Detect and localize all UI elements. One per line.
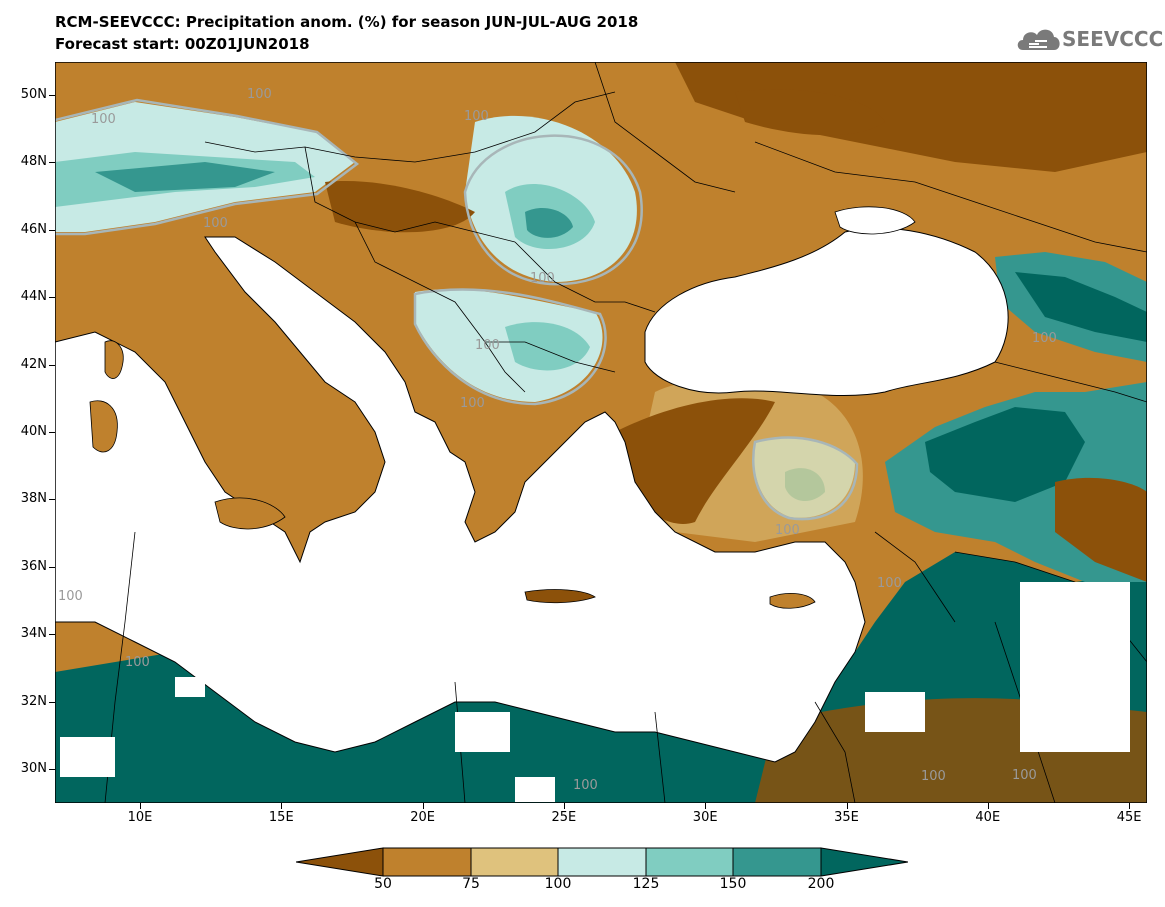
contour-label: 100 <box>475 338 500 353</box>
contour-label: 100 <box>573 778 598 793</box>
lon-tick-mark <box>140 803 141 809</box>
lat-tick-label: 50N <box>20 87 47 102</box>
contour-label: 100 <box>921 769 946 784</box>
lon-tick-label: 40E <box>975 810 1001 825</box>
contour-label: 100 <box>247 87 272 102</box>
contour-label: 100 <box>775 523 800 538</box>
lon-tick-mark <box>987 803 989 809</box>
logo-text: SEEVCCC <box>1062 27 1164 51</box>
lat-tick-label: 30N <box>20 761 47 776</box>
map-title: RCM-SEEVCCC: Precipitation anom. (%) for… <box>55 13 639 31</box>
lon-tick-mark <box>281 803 283 809</box>
lat-tick-mark <box>49 566 55 568</box>
lat-tick-mark <box>49 229 55 231</box>
lat-tick-mark <box>49 701 55 703</box>
lat-tick-label: 46N <box>20 221 47 237</box>
lat-tick-mark <box>49 297 55 299</box>
lat-tick-mark <box>49 634 55 636</box>
lon-tick-mark <box>846 803 848 809</box>
lon-tick-mark <box>705 803 707 809</box>
lon-tick-label: 30E <box>692 810 718 825</box>
contour-label: 100 <box>203 216 228 231</box>
lon-tick-label: 25E <box>551 810 577 825</box>
lon-tick-label: 35E <box>834 810 859 825</box>
lat-tick-mark <box>49 95 55 96</box>
legend-swatch-150-200 <box>732 847 822 877</box>
lat-tick-label: 42N <box>20 356 47 372</box>
legend-label: 100 <box>544 876 572 892</box>
contour-label: 100 <box>1012 768 1037 783</box>
contour-label: 100 <box>460 396 485 411</box>
lon-tick-label: 20E <box>410 810 435 825</box>
lat-tick-label: 38N <box>20 491 47 507</box>
lat-tick-label: 32N <box>20 693 47 709</box>
lat-tick-label: 36N <box>20 558 47 574</box>
legend-swatch-100-125 <box>557 847 647 877</box>
cloud-logo-icon <box>1017 29 1060 50</box>
legend-label: 50 <box>374 876 392 892</box>
legend-swatch-lt50 <box>296 847 384 877</box>
lat-tick-mark <box>49 432 55 433</box>
legend-label: 125 <box>632 876 660 892</box>
lat-tick-label: 44N <box>20 289 47 305</box>
contour-label: 100 <box>877 576 902 591</box>
lon-tick-label: 45E <box>1116 810 1142 825</box>
contour-label: 100 <box>58 589 83 604</box>
lon-tick-mark <box>563 803 565 809</box>
legend-swatch-50-75 <box>382 847 472 877</box>
legend-label: 200 <box>807 876 835 892</box>
lon-tick-label: 15E <box>268 810 294 825</box>
lat-tick-mark <box>49 364 55 366</box>
lat-tick-mark <box>49 162 55 164</box>
lat-tick-mark <box>49 499 55 501</box>
precipitation-anomaly-map: 100 100 100 100 100 100 100 100 100 100 … <box>55 62 1147 803</box>
legend-label: 150 <box>719 876 747 892</box>
legend-swatch-75-100 <box>470 847 559 877</box>
lon-tick-mark <box>422 803 424 809</box>
colorbar-legend <box>296 847 908 877</box>
lon-tick-mark <box>1129 803 1131 809</box>
contour-label: 100 <box>530 271 555 286</box>
contour-label: 100 <box>1032 331 1057 346</box>
lat-tick-label: 48N <box>20 154 47 170</box>
legend-swatch-gt200 <box>820 847 908 877</box>
legend-label: 75 <box>462 876 480 892</box>
map-subtitle: Forecast start: 00Z01JUN2018 <box>55 35 310 53</box>
lat-tick-mark <box>49 769 55 770</box>
lon-tick-label: 10E <box>127 810 153 825</box>
contour-label: 100 <box>464 109 489 124</box>
contour-label: 100 <box>91 112 116 127</box>
contour-label: 100 <box>125 655 150 670</box>
lat-tick-label: 40N <box>20 424 47 439</box>
legend-swatch-125-150 <box>645 847 734 877</box>
lat-tick-label: 34N <box>20 626 47 642</box>
